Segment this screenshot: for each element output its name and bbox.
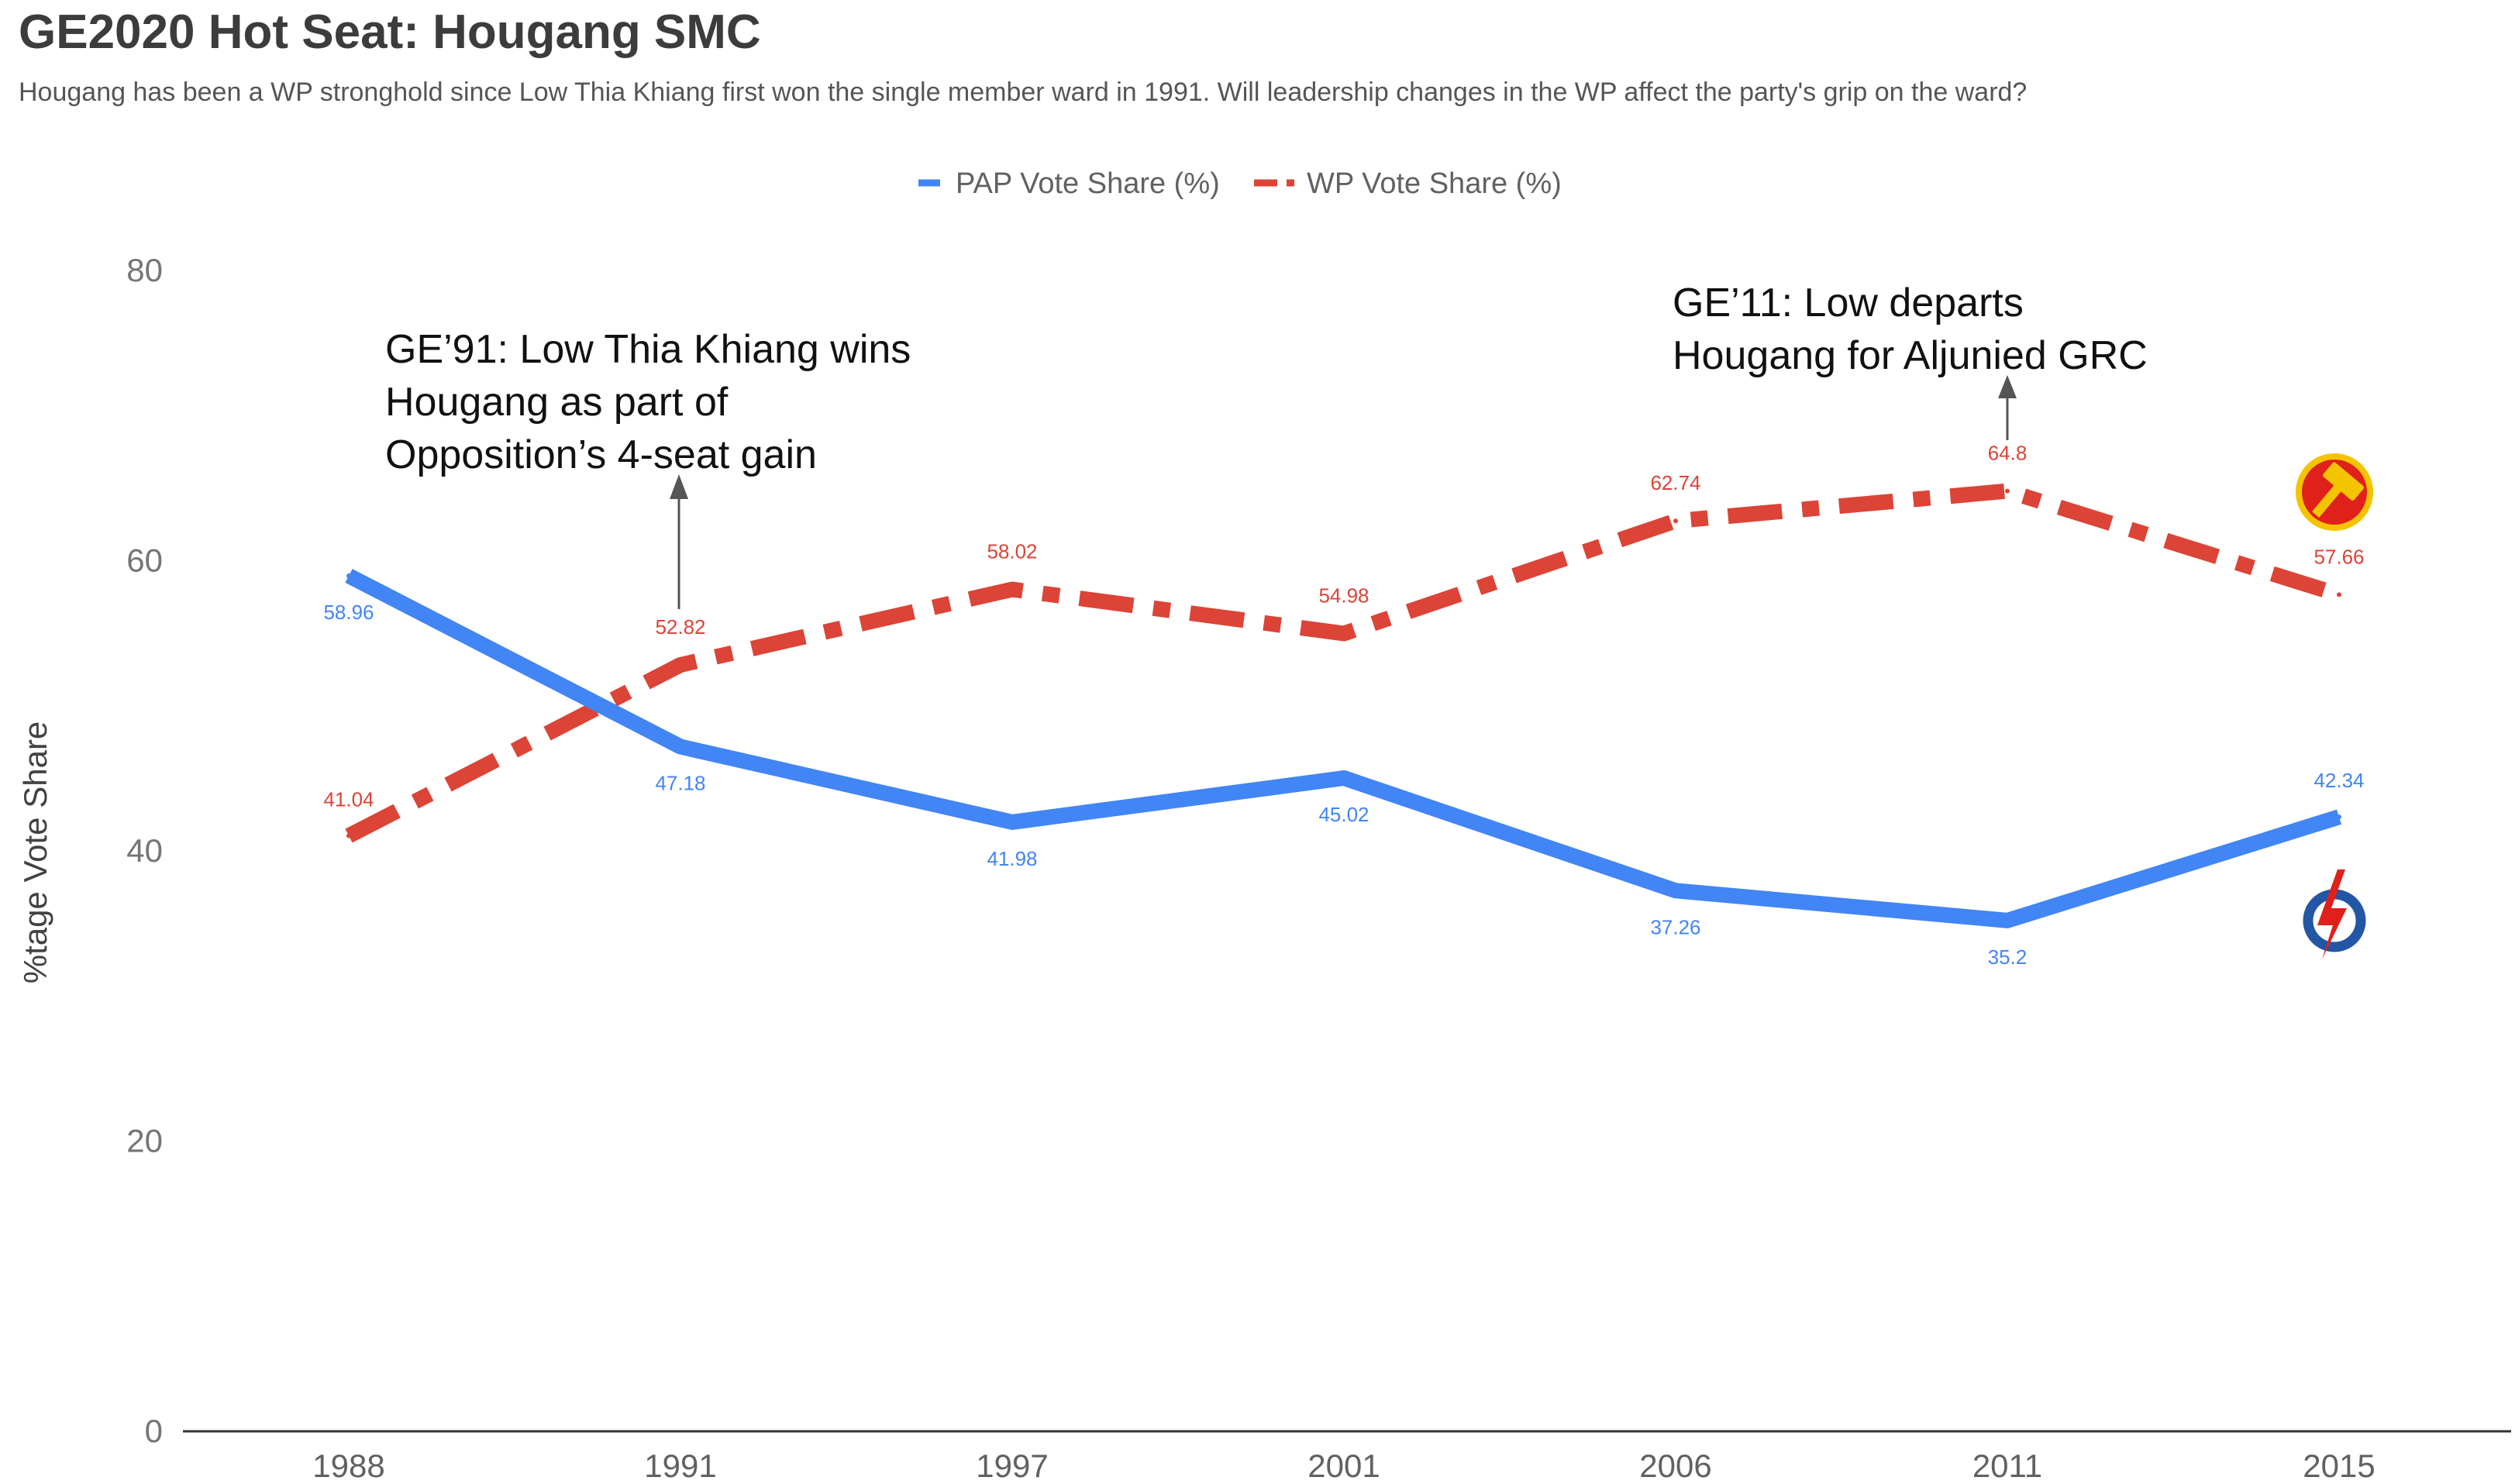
- party-logos: [2296, 453, 2373, 959]
- data-label-pap: 35.2: [1988, 945, 2028, 969]
- chart-title: GE2020 Hot Seat: Hougang SMC: [19, 5, 761, 59]
- x-tick-label: 1988: [312, 1448, 384, 1484]
- y-tick-label: 0: [145, 1413, 163, 1449]
- data-point-pap: [1010, 819, 1015, 825]
- annotation-ge91: GE’91: Low Thia Khiang wins Hougang as pa…: [385, 327, 911, 609]
- data-label-pap: 47.18: [655, 772, 705, 795]
- y-tick-label: 80: [126, 252, 163, 288]
- data-point-wp: [1010, 587, 1015, 592]
- annotation-arrow-head: [1998, 375, 2017, 398]
- annotation-text-line: Opposition’s 4-seat gain: [385, 432, 817, 477]
- data-label-wp: 54.98: [1318, 584, 1369, 607]
- data-label-pap: 45.02: [1318, 803, 1369, 826]
- x-tick-label: 2001: [1307, 1448, 1380, 1484]
- data-label-wp: 57.66: [2313, 545, 2364, 568]
- legend: PAP Vote Share (%) WP Vote Share (%): [918, 167, 1562, 200]
- data-label-pap: 42.34: [2313, 769, 2364, 792]
- legend-label: PAP Vote Share (%): [956, 167, 1220, 200]
- data-point-pap: [2005, 918, 2010, 923]
- y-axis-label: %tage Vote Share: [17, 721, 53, 984]
- data-point-pap: [1342, 776, 1346, 781]
- data-label-wp: 64.8: [1988, 442, 2028, 465]
- annotations: GE’91: Low Thia Khiang wins Hougang as pa…: [385, 281, 2148, 609]
- data-label-pap: 41.98: [987, 847, 1037, 870]
- data-point-wp: [678, 662, 683, 667]
- data-point-wp: [2005, 488, 2010, 494]
- legend-item: WP Vote Share (%): [1254, 167, 1562, 200]
- data-point-pap: [2337, 814, 2341, 820]
- data-point-pap: [1673, 888, 1678, 893]
- data-point-pap: [678, 744, 683, 749]
- pap-lightning-logo-icon: [2303, 869, 2366, 959]
- x-tick-label: 1997: [976, 1448, 1048, 1484]
- annotation-ge11: GE’11: Low departs Hougang for Aljunied G…: [1673, 281, 2148, 440]
- annotation-text-line: Hougang as part of: [385, 380, 729, 425]
- data-label-wp: 41.04: [323, 788, 374, 811]
- y-tick-label: 20: [126, 1123, 163, 1159]
- data-point-pap: [346, 573, 351, 578]
- series-layer: [345, 483, 2341, 928]
- data-point-wp: [2337, 592, 2341, 597]
- data-label-wp: 58.02: [987, 540, 1037, 563]
- annotation-text-line: Hougang for Aljunied GRC: [1673, 333, 2148, 378]
- wp-hammer-logo-icon: [2296, 453, 2373, 531]
- legend-label: WP Vote Share (%): [1307, 167, 1562, 200]
- legend-item: PAP Vote Share (%): [918, 167, 1220, 200]
- data-point-wp: [1673, 518, 1678, 524]
- data-label-pap: 58.96: [323, 601, 374, 624]
- y-axis: 0 20 40 60 80 %tage Vote Share: [17, 252, 163, 1449]
- annotation-text-line: GE’91: Low Thia Khiang wins: [385, 327, 911, 372]
- chart-subtitle: Hougang has been a WP stronghold since L…: [19, 77, 2028, 107]
- data-point-wp: [1342, 631, 1346, 636]
- y-tick-label: 40: [126, 832, 163, 869]
- data-point-wp: [346, 833, 351, 838]
- data-label-wp: 62.74: [1650, 471, 1700, 494]
- x-tick-label: 2015: [2303, 1448, 2375, 1484]
- x-axis: 1988 1991 1997 2001 2006 2011 2015: [183, 1430, 2511, 1484]
- data-label-wp: 52.82: [655, 615, 705, 639]
- x-tick-label: 2006: [1639, 1448, 1711, 1484]
- annotation-arrow-head: [670, 474, 688, 499]
- y-tick-label: 60: [126, 542, 163, 579]
- x-tick-label: 2011: [1972, 1448, 2042, 1484]
- annotation-text-line: GE’11: Low departs: [1673, 281, 2024, 325]
- data-labels: 58.96 47.18 41.98 45.02 37.26 35.2 42.34 41.04 5…: [323, 442, 2364, 969]
- x-tick-label: 1991: [644, 1448, 716, 1484]
- data-label-pap: 37.26: [1650, 915, 1700, 938]
